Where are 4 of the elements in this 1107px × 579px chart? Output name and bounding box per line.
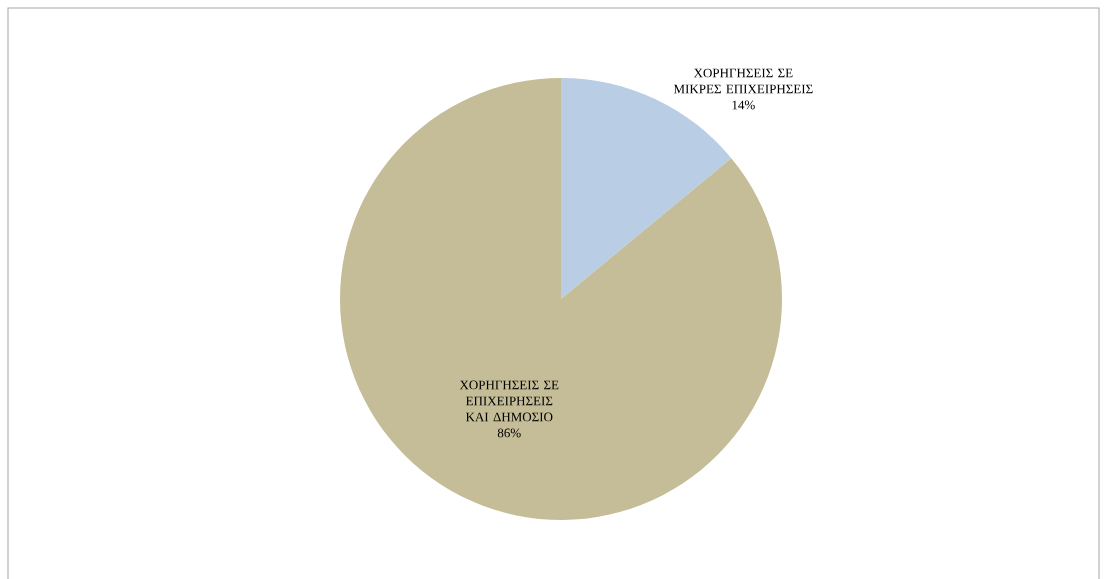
- data-label: 86%: [497, 428, 521, 438]
- slice-label: ΧΟΡΗΓΗΣΕΙΣ ΣΕ ΕΠΙΧΕΙΡΗΣΕΙΣ ΚΑΙ ΔΗΜΟΣΙΟ: [459, 380, 559, 422]
- slice-label: ΧΟΡΗΓΗΣΕΙΣ ΣΕ ΜΙΚΡΕΣ ΕΠΙΧΕΙΡΗΣΕΙΣ: [673, 68, 813, 94]
- data-label: 14%: [732, 100, 755, 110]
